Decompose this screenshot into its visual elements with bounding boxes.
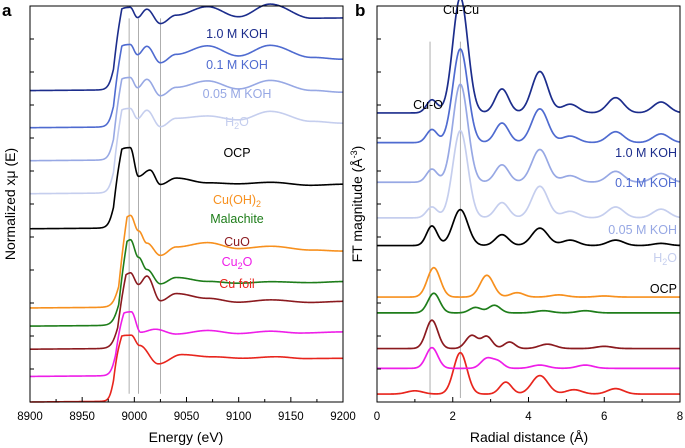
panel-b-series-ocp [377,208,681,247]
label-a-malachite: Malachite [210,212,264,226]
label-b-01m-koh: 0.1 M KOH [615,176,677,190]
panel-b-series-1-0-m-koh [377,0,681,114]
panel-b-x-axis-label: Radial distance (Å) [470,429,588,445]
panel-b-series-cu-foil [377,351,680,395]
panel-b-series-cu-oh-2 [377,266,680,298]
panel-a: a 8900 8950 9000 9050 9100 9150 9200 Energy (e… [2,1,356,445]
panel-a-x-ticks: 8900 8950 9000 9050 9100 9150 9200 [17,397,356,423]
panel-b-x-tick-label: 2 [450,411,456,423]
panel-b-series-malachite [377,292,680,314]
panel-b-y-axis-label: FT magnitude (Å-3) [349,146,365,263]
label-a-cuo: CuO [224,235,250,249]
panel-b-letter: b [355,1,365,20]
panel-a-x-tick-label: 8900 [17,411,43,423]
panel-a-series-cu-oh-2 [30,214,343,309]
panel-a-frame [29,5,344,403]
panel-b-series-0-1-m-koh [377,47,681,144]
panel-a-letter: a [2,1,12,20]
panel-a-curves [29,3,344,403]
panel-b-x-tick-label: 0 [374,411,380,423]
label-a-h2o: H2O [225,115,249,131]
panel-a-series-h2o [29,107,343,195]
panel-b-curves [377,0,681,395]
panel-b-x-tick-label: 6 [601,411,607,423]
panel-b-series-0-05-m-koh [377,83,681,184]
panel-a-series-cuo [30,272,343,350]
annotation-cu-cu: Cu-Cu [443,3,479,17]
panel-b-series-h2o [377,129,681,219]
panel-a-x-tick-label: 9150 [278,411,304,423]
panel-a-x-tick-label: 8950 [69,411,95,423]
panel-a-series-1-0-m-koh [30,3,344,92]
label-b-h2o: H2O [653,251,677,267]
label-a-cuoh2: Cu(OH)2 [213,193,261,209]
panel-b-x-ticks: 0 2 4 6 8 [374,397,683,423]
panel-b: b 0 2 4 6 8 Radial distance (Å) FT magnitude… [349,0,683,445]
panel-a-series-malachite [30,238,343,327]
panel-a-x-axis-label: Energy (eV) [149,429,224,445]
panel-a-x-tick-label: 9200 [330,411,356,423]
panel-a-series-cu2o [30,310,343,378]
panel-b-y-ticks [377,5,381,403]
panel-a-x-tick-label: 9050 [174,411,200,423]
panel-a-series-0-1-m-koh [29,43,344,129]
panel-b-series-cuo [377,319,680,350]
label-a-01m-koh: 0.1 M KOH [206,58,268,72]
panel-a-y-ticks [30,5,34,403]
panel-a-series-0-05-m-koh [29,76,344,162]
panel-b-series-cu2o [377,346,680,370]
panel-a-y-axis-label: Normalized xμ (E) [2,148,18,260]
panel-a-series-cu-foil [30,334,344,403]
label-a-cu-foil: Cu foil [219,277,254,291]
label-a-ocp: OCP [223,146,250,160]
label-a-1m-koh: 1.0 M KOH [206,27,268,41]
label-a-005m-koh: 0.05 M KOH [203,87,272,101]
label-b-ocp: OCP [650,282,677,296]
panel-a-x-tick-label: 9100 [226,411,252,423]
label-b-1m-koh: 1.0 M KOH [615,146,677,160]
panel-b-x-tick-label: 4 [525,411,532,423]
annotation-cu-o: Cu-O [413,98,443,112]
panel-a-x-tick-label: 9000 [122,411,148,423]
panel-b-x-tick-label: 8 [677,411,683,423]
label-b-005m-koh: 0.05 M KOH [608,223,677,237]
panel-a-series-ocp [30,146,343,230]
label-a-cu2o: Cu2O [222,255,253,271]
